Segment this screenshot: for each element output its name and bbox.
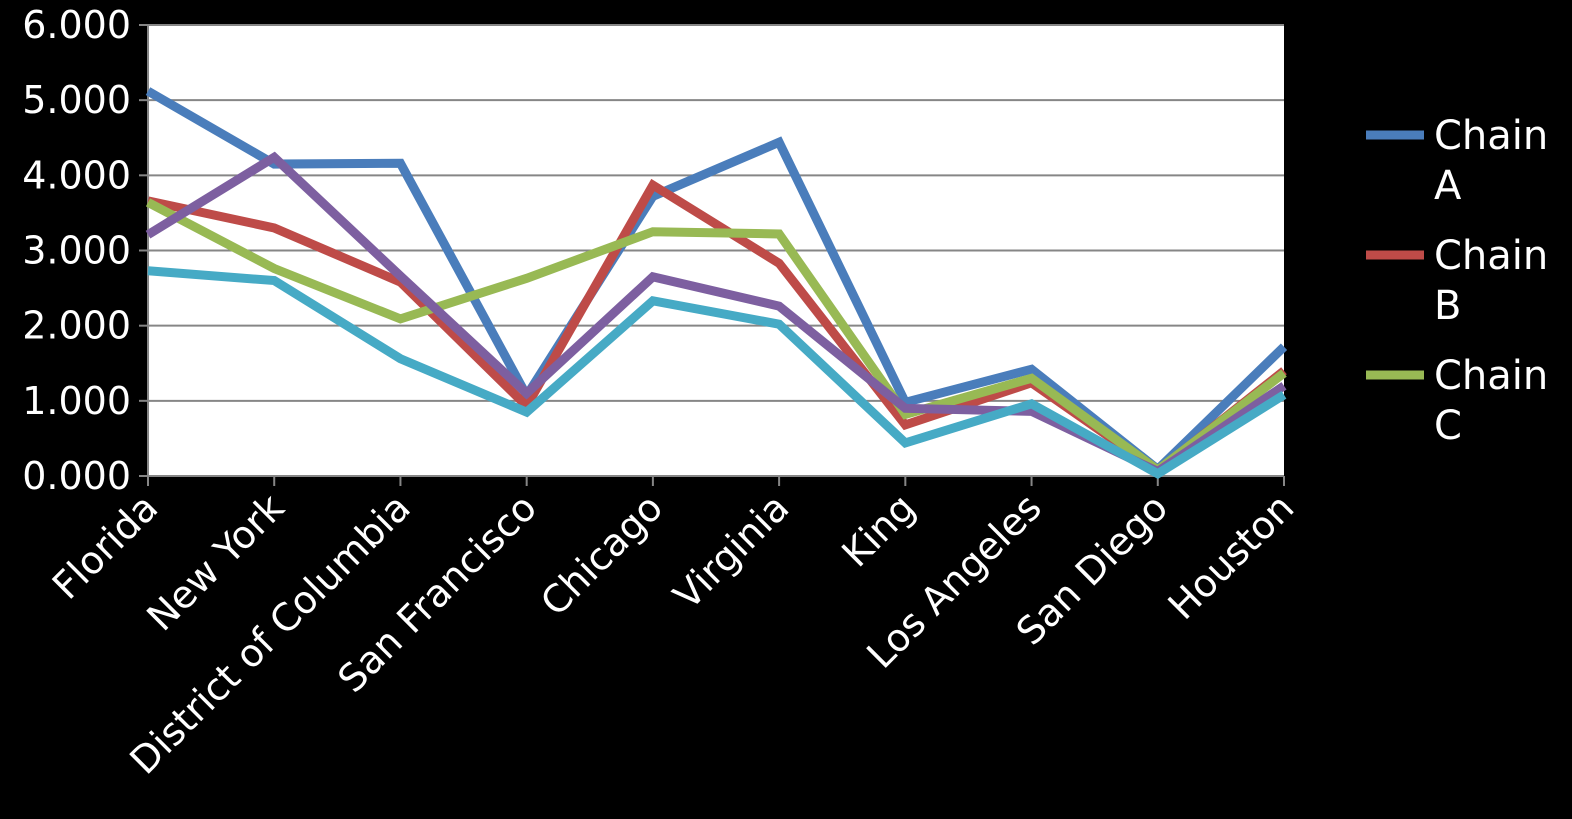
y-tick-label: 2.000 — [22, 304, 131, 348]
x-tick-label: Houston — [1160, 485, 1303, 628]
y-tick-label: 0.000 — [22, 454, 131, 498]
y-tick-label: 4.000 — [22, 153, 131, 197]
x-tick-label: Virginia — [665, 485, 797, 617]
y-tick-label: 5.000 — [22, 78, 131, 122]
legend-label: Chain — [1434, 233, 1548, 279]
legend-label-continued: A — [1434, 163, 1462, 209]
y-tick-label: 3.000 — [22, 229, 131, 273]
x-tick-label: Chicago — [532, 485, 671, 624]
x-tick-label: King — [833, 485, 923, 575]
series-line — [147, 266, 1287, 479]
legend-label: Chain — [1434, 353, 1548, 399]
series-5 — [147, 266, 1287, 479]
x-tick-label: Florida — [44, 485, 167, 608]
legend-label: Chain — [1434, 113, 1548, 159]
series-lines — [145, 87, 1288, 479]
y-tick-label: 6.000 — [22, 3, 131, 47]
y-tick-label: 1.000 — [22, 379, 131, 423]
legend-label-continued: B — [1434, 283, 1461, 329]
legend-label-continued: C — [1434, 403, 1462, 449]
series-line — [145, 198, 1287, 476]
